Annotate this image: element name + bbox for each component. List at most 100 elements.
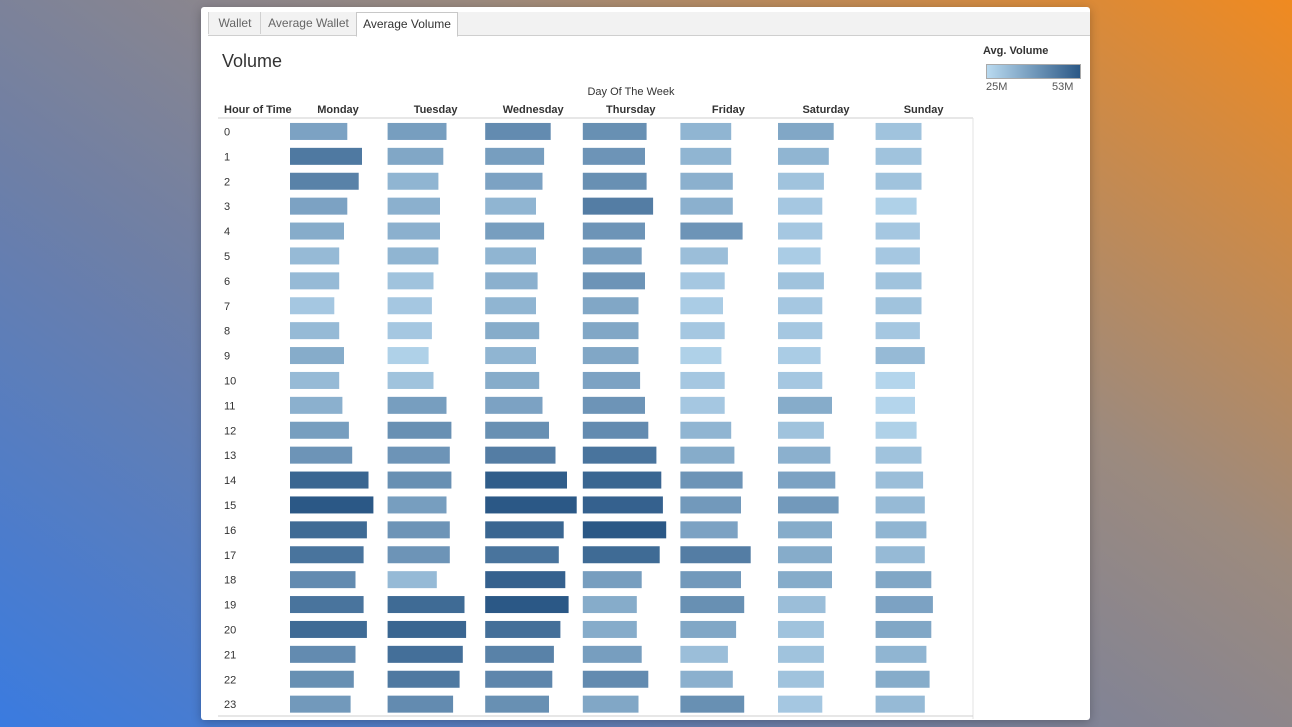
tab-average-volume[interactable]: Average Volume [356,12,458,37]
bar-saturday-hour-6 [778,272,824,290]
bar-tuesday-hour-10 [387,371,434,389]
bar-monday-hour-10 [290,371,340,389]
bar-thursday-hour-10 [582,371,641,389]
bar-friday-hour-22 [680,670,733,688]
hour-label-12: 12 [224,425,236,437]
hour-label-2: 2 [224,176,230,188]
hour-label-11: 11 [224,400,235,412]
hour-label-19: 19 [224,600,236,612]
legend-max-label: 53M [1052,81,1074,93]
bar-wednesday-hour-14 [485,471,567,489]
bar-friday-hour-9 [680,347,722,365]
legend-color-ramp[interactable] [986,64,1081,79]
bar-tuesday-hour-8 [387,322,432,340]
bar-friday-hour-21 [680,645,728,663]
bar-saturday-hour-14 [778,471,836,489]
bar-thursday-hour-14 [582,471,662,489]
bar-tuesday-hour-15 [387,496,447,514]
bar-wednesday-hour-13 [485,446,556,464]
bar-thursday-hour-21 [582,645,642,663]
bar-monday-hour-3 [290,197,348,215]
bar-sunday-hour-2 [875,172,922,190]
tab-wallet[interactable]: Wallet [208,12,261,34]
bar-sunday-hour-3 [875,197,917,215]
bar-saturday-hour-8 [778,322,823,340]
bar-friday-hour-0 [680,122,732,140]
bar-saturday-hour-15 [778,496,839,514]
hour-label-15: 15 [224,500,236,512]
bar-wednesday-hour-1 [485,147,545,165]
bar-tuesday-hour-2 [387,172,439,190]
bar-wednesday-hour-21 [485,645,554,663]
bar-thursday-hour-3 [582,197,654,215]
bar-saturday-hour-10 [778,371,823,389]
bar-monday-hour-11 [290,396,343,414]
bar-monday-hour-13 [290,446,353,464]
bar-wednesday-hour-0 [485,122,551,140]
day-label-friday: Friday [712,104,746,116]
bar-saturday-hour-13 [778,446,831,464]
bar-sunday-hour-5 [875,247,920,265]
bar-sunday-hour-9 [875,347,925,365]
bar-saturday-hour-17 [778,546,832,564]
bar-monday-hour-15 [290,496,374,514]
bar-tuesday-hour-3 [387,197,440,215]
hour-label-0: 0 [224,126,230,138]
hour-label-6: 6 [224,276,230,288]
bar-tuesday-hour-5 [387,247,439,265]
bar-saturday-hour-4 [778,222,823,240]
bar-tuesday-hour-14 [387,471,452,489]
bar-sunday-hour-19 [875,596,933,614]
bar-monday-hour-4 [290,222,344,240]
bar-friday-hour-18 [680,571,741,589]
bar-saturday-hour-5 [778,247,821,265]
bar-thursday-hour-20 [582,620,637,638]
bar-friday-hour-7 [680,297,723,315]
bar-wednesday-hour-22 [485,670,553,688]
hour-label-17: 17 [224,550,236,562]
bar-sunday-hour-13 [875,446,922,464]
bar-sunday-hour-23 [875,695,925,713]
bar-monday-hour-1 [290,147,362,165]
bar-tuesday-hour-21 [387,645,463,663]
hour-label-5: 5 [224,251,230,263]
bar-friday-hour-5 [680,247,728,265]
bar-sunday-hour-1 [875,147,922,165]
bar-sunday-hour-8 [875,322,920,340]
hour-label-20: 20 [224,624,236,636]
bar-friday-hour-19 [680,596,745,614]
bar-thursday-hour-13 [582,446,657,464]
bar-wednesday-hour-2 [485,172,543,190]
bar-sunday-hour-12 [875,421,917,439]
bar-friday-hour-20 [680,620,737,638]
bar-wednesday-hour-5 [485,247,536,265]
bar-sunday-hour-4 [875,222,920,240]
bar-tuesday-hour-6 [387,272,434,290]
sheet-tab-bar: Wallet Average Wallet Average Volume [208,12,1090,37]
bar-monday-hour-14 [290,471,369,489]
bar-friday-hour-10 [680,371,725,389]
bar-monday-hour-8 [290,322,340,340]
bar-friday-hour-15 [680,496,741,514]
legend-title: Avg. Volume [983,45,1049,57]
bar-thursday-hour-16 [582,521,667,539]
bar-wednesday-hour-6 [485,272,538,290]
bar-friday-hour-4 [680,222,743,240]
bar-wednesday-hour-18 [485,571,566,589]
bar-sunday-hour-22 [875,670,930,688]
bar-saturday-hour-1 [778,147,829,165]
bar-sunday-hour-15 [875,496,925,514]
bar-monday-hour-7 [290,297,335,315]
bar-thursday-hour-18 [582,571,642,589]
bar-monday-hour-23 [290,695,351,713]
hour-label-9: 9 [224,351,230,363]
bar-monday-hour-9 [290,347,344,365]
bar-thursday-hour-23 [582,695,639,713]
tab-average-wallet[interactable]: Average Wallet [260,12,356,34]
bar-tuesday-hour-23 [387,695,454,713]
bar-thursday-hour-22 [582,670,649,688]
bar-friday-hour-17 [680,546,751,564]
bar-saturday-hour-20 [778,620,824,638]
bar-thursday-hour-4 [582,222,645,240]
day-label-thursday: Thursday [606,104,656,116]
